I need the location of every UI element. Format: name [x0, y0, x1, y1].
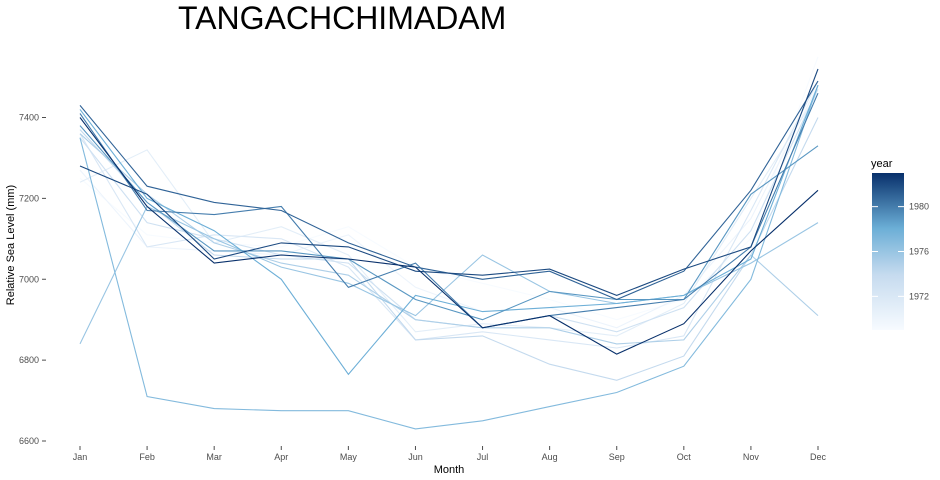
legend-tick-label-1976: 1976 [909, 247, 929, 257]
series-line-1979 [79, 125, 819, 321]
x-tick-label-may: May [340, 452, 358, 462]
x-tick-label-sep: Sep [609, 452, 625, 462]
x-tick-label-apr: Apr [274, 452, 288, 462]
series-line-1980 [79, 92, 819, 329]
series-line-1977 [79, 85, 819, 430]
legend-tick-label-1980: 1980 [909, 202, 929, 212]
y-tick-label-6600: 6600 [19, 436, 39, 446]
series-line-1976 [79, 205, 819, 345]
series-line-1983 [79, 117, 819, 355]
chart-title: TANGACHCHIMADAM [178, 0, 506, 36]
legend-tick-label-1972: 1972 [909, 291, 929, 301]
x-tick-label-jan: Jan [73, 452, 88, 462]
y-tick-label-7000: 7000 [19, 274, 39, 284]
x-tick-label-jun: Jun [408, 452, 423, 462]
y-tick-label-7200: 7200 [19, 193, 39, 203]
legend-title: year [871, 158, 893, 170]
y-axis: 6600 6800 7000 7200 7400 [19, 113, 46, 446]
color-legend: year 1972 1976 1980 [871, 158, 929, 330]
y-tick-label-7400: 7400 [19, 113, 39, 123]
series-line-1978 [79, 85, 819, 376]
series-lines [79, 56, 819, 430]
x-axis: Jan Feb Mar Apr May Jun Jul Aug Sep Oct Nov Dec [73, 446, 827, 462]
x-tick-label-nov: Nov [743, 452, 760, 462]
y-tick-label-6800: 6800 [19, 355, 39, 365]
legend-ticks: 1972 1976 1980 [872, 202, 929, 301]
series-line-1972 [79, 80, 819, 349]
series-line-1975 [79, 133, 819, 345]
x-tick-label-aug: Aug [542, 452, 558, 462]
y-axis-label: Relative Sea Level (mm) [5, 185, 17, 305]
x-tick-label-mar: Mar [206, 452, 222, 462]
x-tick-label-jul: Jul [477, 452, 489, 462]
x-tick-label-oct: Oct [677, 452, 692, 462]
x-tick-label-feb: Feb [139, 452, 155, 462]
series-line-1974 [79, 117, 819, 381]
series-line-1971 [79, 92, 819, 337]
series-line-1982 [79, 68, 819, 296]
x-tick-label-dec: Dec [810, 452, 827, 462]
x-axis-label: Month [434, 464, 465, 476]
